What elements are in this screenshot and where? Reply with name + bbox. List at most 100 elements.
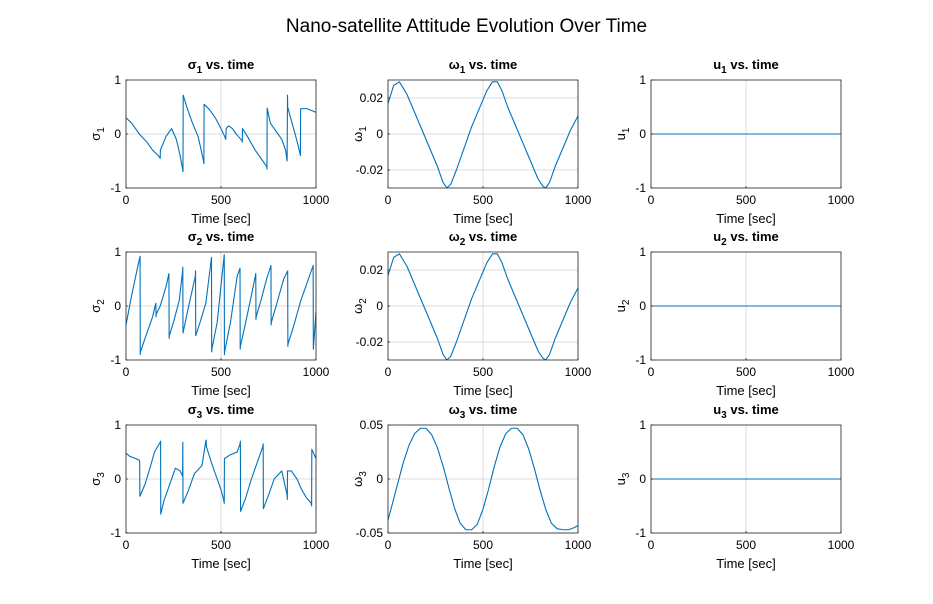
y-tick-label: 1 xyxy=(114,418,121,432)
title-rest: vs. time xyxy=(727,57,779,72)
x-axis-label: Time [sec] xyxy=(453,556,512,571)
y-tick-label: 0.02 xyxy=(360,263,384,277)
x-tick-label: 1000 xyxy=(303,538,330,552)
x-axis-label: Time [sec] xyxy=(191,383,250,398)
x-tick-label: 500 xyxy=(736,538,756,552)
ylabel-subscript: 1 xyxy=(358,126,369,132)
series-line xyxy=(388,253,578,360)
x-tick-label: 0 xyxy=(648,365,655,379)
subplot-title: u3 vs. time xyxy=(713,402,779,421)
title-rest: vs. time xyxy=(202,229,254,244)
x-axis-label: Time [sec] xyxy=(191,211,250,226)
title-rest: vs. time xyxy=(727,402,779,417)
ylabel-symbol: ω xyxy=(350,304,365,314)
ylabel-symbol: u xyxy=(613,305,628,312)
subplot-title: ω2 vs. time xyxy=(449,229,518,248)
title-subscript: 3 xyxy=(721,410,727,421)
title-subscript: 3 xyxy=(197,410,203,421)
x-axis-label: Time [sec] xyxy=(191,556,250,571)
title-rest: vs. time xyxy=(465,57,517,72)
ylabel-subscript: 1 xyxy=(96,127,107,133)
subplot-title: σ2 vs. time xyxy=(188,229,255,248)
title-subscript: 2 xyxy=(721,237,727,248)
x-tick-label: 1000 xyxy=(565,365,592,379)
y-tick-label: 0 xyxy=(376,472,383,486)
subplot-title: σ3 vs. time xyxy=(188,402,255,421)
y-tick-label: 0 xyxy=(114,299,121,313)
x-tick-label: 1000 xyxy=(303,193,330,207)
subplot-title: u1 vs. time xyxy=(713,57,779,76)
title-subscript: 1 xyxy=(460,65,466,76)
series-line xyxy=(388,427,578,531)
x-tick-label: 500 xyxy=(736,193,756,207)
y-tick-label: -1 xyxy=(110,526,121,540)
x-tick-label: 500 xyxy=(473,538,493,552)
ylabel-subscript: 2 xyxy=(358,298,369,304)
y-tick-label: 1 xyxy=(114,245,121,259)
title-symbol: σ xyxy=(188,57,197,72)
subplot-title: ω3 vs. time xyxy=(449,402,518,421)
y-tick-label: 0 xyxy=(639,127,646,141)
y-axis-label: u3 xyxy=(613,472,632,485)
ylabel-symbol: σ xyxy=(88,133,103,141)
x-tick-label: 0 xyxy=(648,538,655,552)
y-tick-label: 1 xyxy=(639,418,646,432)
title-rest: vs. time xyxy=(465,229,517,244)
ylabel-subscript: 3 xyxy=(96,472,107,478)
title-symbol: u xyxy=(713,229,721,244)
x-tick-label: 1000 xyxy=(828,538,855,552)
series-line xyxy=(126,94,316,173)
title-subscript: 1 xyxy=(721,65,727,76)
ylabel-symbol: σ xyxy=(88,305,103,313)
title-rest: vs. time xyxy=(727,229,779,244)
y-axis-label: σ2 xyxy=(88,299,107,313)
ylabel-symbol: σ xyxy=(88,478,103,486)
x-tick-label: 0 xyxy=(648,193,655,207)
x-axis-label: Time [sec] xyxy=(716,211,775,226)
x-tick-label: 500 xyxy=(736,365,756,379)
title-subscript: 2 xyxy=(197,237,203,248)
y-tick-label: -0.02 xyxy=(356,163,384,177)
y-axis-label: u1 xyxy=(613,127,632,140)
title-symbol: ω xyxy=(449,402,460,417)
title-rest: vs. time xyxy=(202,402,254,417)
y-tick-label: 0.02 xyxy=(360,91,384,105)
subplot-title: ω1 vs. time xyxy=(449,57,518,76)
title-symbol: ω xyxy=(449,229,460,244)
ylabel-symbol: ω xyxy=(350,477,365,487)
x-tick-label: 0 xyxy=(385,538,392,552)
x-tick-label: 0 xyxy=(385,193,392,207)
y-tick-label: -1 xyxy=(635,526,646,540)
subplot-title: u2 vs. time xyxy=(713,229,779,248)
ylabel-subscript: 1 xyxy=(621,127,632,133)
x-tick-label: 500 xyxy=(211,193,231,207)
x-tick-label: 500 xyxy=(473,193,493,207)
ylabel-symbol: u xyxy=(613,133,628,140)
y-axis-label: σ3 xyxy=(88,472,107,486)
title-rest: vs. time xyxy=(465,402,517,417)
subplot-title: σ1 vs. time xyxy=(188,57,255,76)
ylabel-subscript: 3 xyxy=(621,472,632,478)
x-axis-label: Time [sec] xyxy=(716,556,775,571)
y-tick-label: 0 xyxy=(639,472,646,486)
ylabel-subscript: 2 xyxy=(96,299,107,305)
figure-title: Nano-satellite Attitude Evolution Over T… xyxy=(285,16,648,37)
title-symbol: u xyxy=(713,57,721,72)
y-axis-label: ω1 xyxy=(350,126,369,142)
title-subscript: 2 xyxy=(460,237,466,248)
y-axis-label: ω2 xyxy=(350,298,369,314)
title-subscript: 1 xyxy=(197,65,203,76)
x-tick-label: 1000 xyxy=(828,365,855,379)
x-tick-label: 500 xyxy=(211,365,231,379)
x-tick-label: 0 xyxy=(123,365,130,379)
y-tick-label: 1 xyxy=(639,73,646,87)
x-tick-label: 1000 xyxy=(565,193,592,207)
y-tick-label: 0 xyxy=(376,127,383,141)
x-tick-label: 0 xyxy=(123,193,130,207)
